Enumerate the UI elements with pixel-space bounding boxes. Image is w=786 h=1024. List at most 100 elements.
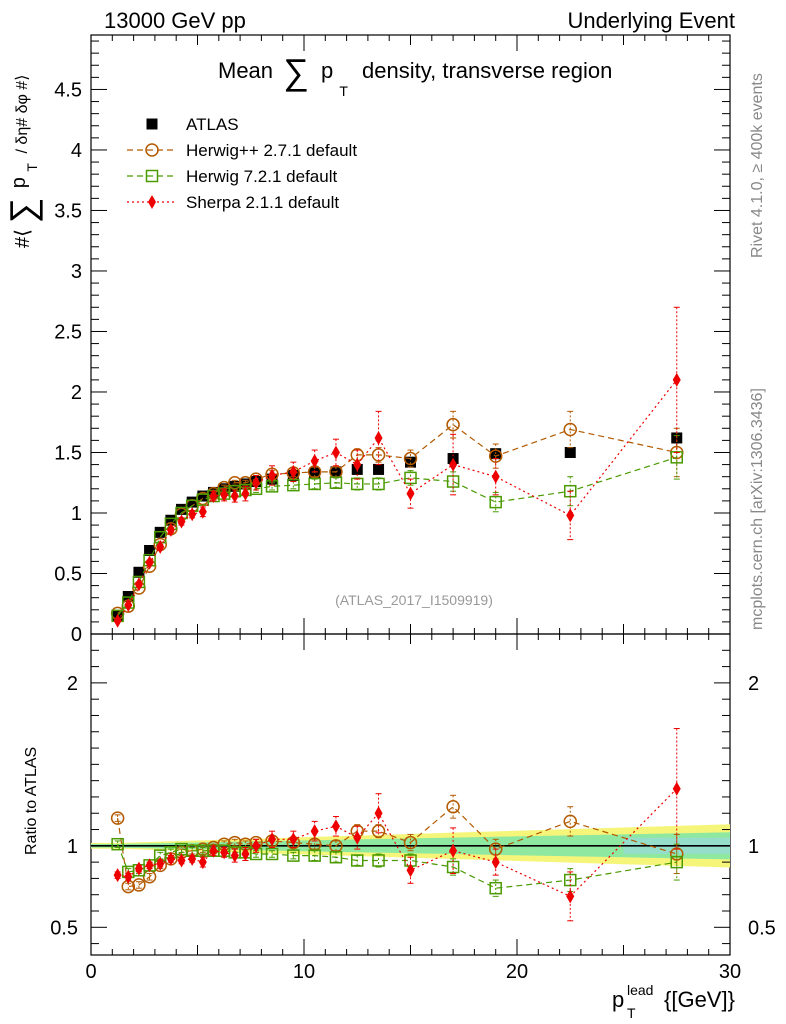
data-point-herwig-2-7-1-default [446,417,460,432]
ratio-point-herwig-2-7-1-default [670,847,684,861]
main-y-tick-label: 3.5 [54,200,82,222]
ratio-point-herwig-7-2-1-default [489,881,502,895]
data-point-sherpa-2-1-1-default [449,457,458,472]
data-point-herwig-2-7-1-default [563,422,577,437]
ratio-point-sherpa-2-1-1-default [177,853,186,868]
ratio-point-sherpa-2-1-1-default [268,832,277,847]
data-point-sherpa-2-1-1-default [156,539,165,554]
main-y-tick-label: 2.5 [54,321,82,343]
data-point-herwig-7-2-1-default [329,476,343,489]
process-label: Underlying Event [567,8,735,33]
ratio-y-tick-label-right: 2 [748,673,759,695]
ratio-point-sherpa-2-1-1-default [241,846,250,861]
main-y-tick-label: 4 [71,140,82,162]
ylabel-prefix: #⟨ [12,229,34,248]
ratio-point-herwig-7-2-1-default [265,847,279,861]
data-point-sherpa-2-1-1-default [220,487,229,502]
data-point-herwig-2-7-1-default [488,449,503,463]
data-point-sherpa-2-1-1-default [145,555,154,570]
data-point-sherpa-2-1-1-default [331,445,340,460]
ratio-point-herwig-7-2-1-default [670,855,683,869]
title-p: p [321,58,333,83]
data-point-herwig-7-2-1-default [308,477,321,491]
ratio-point-herwig-2-7-1-default [563,814,577,829]
main-y-axis-label: #⟨ ∑ p T / δη# δφ #⟩ [2,75,43,248]
ratio-y-tick-label-left: 0.5 [50,917,78,939]
ratio-point-sherpa-2-1-1-default [209,843,218,858]
ratio-point-herwig-2-7-1-default [132,878,146,892]
ratio-series-layer [110,728,684,922]
svg-text:p: p [612,987,624,1012]
main-y-tick-label: 0.5 [54,563,82,585]
data-point-herwig-7-2-1-default [489,495,502,509]
main-y-axis-ticks: 0 0.5 1 1.5 2 2.5 3 3.5 4 4.5 [54,40,730,646]
main-series-layer [110,306,684,628]
ratio-y-tick-label-left: 1 [67,836,78,858]
x-tick-label: 0 [85,961,96,983]
title-sum: ∑ [283,51,309,92]
ylabel-sub: T [24,163,40,172]
ratio-point-sherpa-2-1-1-default [491,855,500,870]
ratio-point-sherpa-2-1-1-default [188,851,197,866]
legend-marker-sherpa-2-1-1-default [148,195,156,209]
ratio-point-sherpa-2-1-1-default [449,843,458,858]
legend-label-herwig-2-7-1-default: Herwig++ 2.7.1 default [186,141,357,160]
ratio-point-sherpa-2-1-1-default [156,856,165,871]
xlabel-sup: lead [627,982,653,998]
main-y-tick-label: 2 [71,382,82,404]
data-point-atlas [309,467,321,479]
energy-label: 13000 GeV pp [104,8,246,33]
ratio-y-tick-label-right: 0.5 [748,917,776,939]
ratio-y-axis-label: Ratio to ATLAS [23,747,40,855]
svg-text:Mean ∑ p T: Mean ∑ p T density, transverse region [218,51,612,101]
ratio-point-sherpa-2-1-1-default [672,781,681,796]
legend-marker-atlas [146,118,158,130]
analysis-id: (ATLAS_2017_I1509919) [335,592,493,608]
main-y-tick-label: 1 [71,503,82,525]
rivet-label: Rivet 4.1.0, ≥ 400k events [749,73,766,258]
ratio-point-herwig-7-2-1-default [372,854,385,867]
ratio-point-herwig-7-2-1-default [287,849,300,862]
legend-label-herwig-7-2-1-default: Herwig 7.2.1 default [186,167,337,186]
data-point-sherpa-2-1-1-default [209,489,218,504]
main-y-tick-label: 1.5 [54,442,82,464]
data-point-atlas [144,545,156,557]
data-point-herwig-7-2-1-default [372,477,385,491]
main-y-tick-label: 0 [71,624,82,646]
ratio-point-sherpa-2-1-1-default [353,830,362,845]
ratio-point-herwig-2-7-1-default [403,835,418,850]
data-point-sherpa-2-1-1-default [566,508,575,523]
x-axis-ticks: 0 10 20 30 [85,35,741,983]
legend-marker-herwig-7-2-1-default [145,169,159,183]
data-point-sherpa-2-1-1-default [188,507,197,522]
xlabel-sub: T [627,1005,636,1021]
data-point-sherpa-2-1-1-default [252,475,261,490]
ylabel-p: p [8,177,30,188]
data-point-sherpa-2-1-1-default [241,486,250,501]
x-tick-label: 20 [506,961,528,983]
ylabel-sum: ∑ [2,198,43,224]
ratio-point-sherpa-2-1-1-default [289,832,298,847]
ratio-point-sherpa-2-1-1-default [166,851,175,866]
ratio-point-herwig-2-7-1-default [110,811,125,825]
legend-marker-herwig-2-7-1-default [145,143,159,157]
xlabel-unit: {[GeV]} [664,987,735,1012]
ratio-y-tick-label-left: 2 [67,673,78,695]
legend-label-sherpa-2-1-1-default: Sherpa 2.1.1 default [186,193,339,212]
legend-label-atlas: ATLAS [186,115,239,134]
data-point-atlas [133,566,145,578]
data-point-sherpa-2-1-1-default [353,457,362,472]
data-point-sherpa-2-1-1-default [124,597,133,612]
ratio-point-sherpa-2-1-1-default [134,861,143,876]
ylabel-suffix: / δη# δφ #⟩ [14,75,31,154]
data-point-sherpa-2-1-1-default [289,464,298,479]
ratio-point-sherpa-2-1-1-default [331,819,340,834]
main-y-tick-label: 3 [71,261,82,283]
data-point-sherpa-2-1-1-default [310,453,319,468]
ratio-point-sherpa-2-1-1-default [374,806,383,821]
ratio-y-axis-ticks: 0.5 0.5 1 1 2 2 [50,649,776,945]
data-point-sherpa-2-1-1-default [268,468,277,483]
title-sub: T [339,83,348,99]
data-point-sherpa-2-1-1-default [113,613,122,628]
